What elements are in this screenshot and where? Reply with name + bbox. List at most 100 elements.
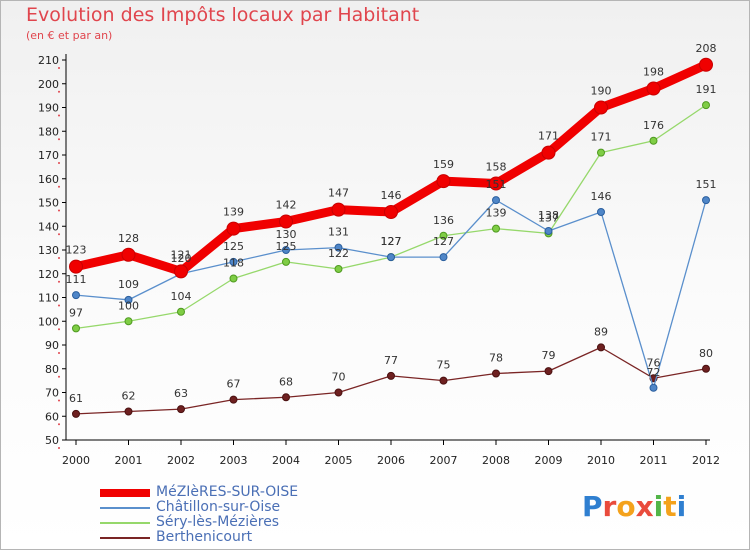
data-label: 70 xyxy=(332,371,346,384)
data-label: 78 xyxy=(489,352,503,365)
x-tick-label: 2007 xyxy=(430,454,458,467)
y-guide-dot xyxy=(58,399,60,402)
data-label: 100 xyxy=(118,299,139,312)
data-label: 127 xyxy=(381,235,402,248)
x-tick-label: 2011 xyxy=(640,454,668,467)
data-label: 75 xyxy=(437,359,451,372)
data-point xyxy=(492,224,500,233)
y-guide-dot xyxy=(58,138,60,141)
x-tick-label: 2004 xyxy=(272,454,300,467)
data-point xyxy=(597,343,605,352)
data-label: 123 xyxy=(66,244,87,257)
data-point xyxy=(384,205,398,219)
data-label: 136 xyxy=(433,214,454,227)
data-label: 120 xyxy=(171,252,192,265)
data-label: 151 xyxy=(696,178,717,191)
data-label: 72 xyxy=(647,366,661,379)
logo-letter: o xyxy=(616,490,636,523)
data-point xyxy=(334,388,343,397)
y-tick-label: 60 xyxy=(45,410,59,423)
proxiti-logo: Proxiti xyxy=(582,490,686,523)
data-label: 176 xyxy=(643,119,664,132)
data-point xyxy=(282,393,290,402)
data-label: 147 xyxy=(328,187,349,200)
data-point xyxy=(72,324,80,333)
data-point xyxy=(702,196,710,205)
data-label: 80 xyxy=(699,347,713,360)
data-point xyxy=(439,376,448,385)
data-label: 128 xyxy=(118,232,139,245)
y-tick-label: 190 xyxy=(38,102,59,115)
data-point xyxy=(699,57,713,72)
x-tick-label: 2003 xyxy=(220,454,248,467)
y-guide-dot xyxy=(58,352,60,354)
y-guide-dot xyxy=(58,233,60,236)
y-tick-label: 80 xyxy=(45,363,59,376)
data-point xyxy=(439,231,448,240)
data-label: 198 xyxy=(643,66,664,79)
x-tick-label: 2005 xyxy=(325,454,353,467)
y-tick-label: 130 xyxy=(38,244,59,257)
legend-swatch xyxy=(100,507,150,509)
x-tick-label: 2009 xyxy=(535,454,563,467)
data-point xyxy=(279,214,293,229)
legend-label: Séry-lès-Mézières xyxy=(156,514,280,530)
legend: MéZIèRES-SUR-OISE Châtillon-sur-Oise Séry-… xyxy=(100,485,340,545)
data-point xyxy=(331,202,346,217)
y-guide-dot xyxy=(58,67,60,69)
series-lines xyxy=(69,57,713,418)
data-label: 138 xyxy=(538,209,559,222)
x-tick-label: 2006 xyxy=(377,454,405,467)
legend-item: Châtillon-sur-Oise xyxy=(100,500,340,515)
legend-swatch xyxy=(100,489,150,497)
data-point xyxy=(544,367,553,376)
data-label: 68 xyxy=(279,375,293,388)
legend-swatch xyxy=(100,537,150,539)
y-guide-dot xyxy=(58,304,60,307)
y-guide-dot xyxy=(58,375,60,378)
data-label: 137 xyxy=(538,211,559,224)
data-point xyxy=(649,383,658,392)
data-label: 61 xyxy=(69,392,83,405)
legend-item: Séry-lès-Mézières xyxy=(100,515,340,530)
data-label: 151 xyxy=(486,178,507,191)
data-label: 121 xyxy=(171,248,192,261)
y-tick-label: 150 xyxy=(38,197,59,210)
y-guide-dot xyxy=(58,257,60,259)
data-label: 131 xyxy=(328,226,349,239)
logo-letter: t xyxy=(663,490,677,523)
x-tick-label: 2002 xyxy=(167,454,195,467)
data-label: 190 xyxy=(591,85,612,98)
y-guide-dot xyxy=(58,423,60,426)
data-label: 122 xyxy=(328,247,349,260)
axes xyxy=(58,54,710,449)
data-label: 62 xyxy=(122,390,136,403)
x-tick-label: 2010 xyxy=(587,454,615,467)
data-point xyxy=(69,259,83,274)
data-point xyxy=(124,407,133,416)
data-point xyxy=(492,369,500,378)
data-point xyxy=(541,145,556,160)
data-point xyxy=(282,257,290,266)
y-tick-label: 90 xyxy=(45,339,59,352)
data-point xyxy=(177,307,185,316)
legend-label: Berthenicourt xyxy=(156,529,253,545)
y-guide-dot xyxy=(58,90,60,93)
y-guide-dot xyxy=(58,185,60,188)
data-label: 159 xyxy=(433,158,454,171)
data-point xyxy=(649,136,658,145)
data-label: 104 xyxy=(171,290,192,303)
data-label: 127 xyxy=(433,235,454,248)
tick-labels: 50 60 70 80 90 100 110 120 130 140 150 160 170 180 190… xyxy=(38,54,720,467)
data-point xyxy=(597,148,605,157)
y-guide-dot xyxy=(58,162,60,164)
data-label: 118 xyxy=(223,257,244,270)
y-tick-label: 200 xyxy=(38,78,59,91)
logo-letter: i xyxy=(653,490,664,523)
data-point xyxy=(229,257,238,266)
data-label: 146 xyxy=(591,190,612,203)
data-label: 67 xyxy=(227,378,241,391)
data-point xyxy=(72,291,80,300)
y-tick-label: 50 xyxy=(45,434,59,447)
